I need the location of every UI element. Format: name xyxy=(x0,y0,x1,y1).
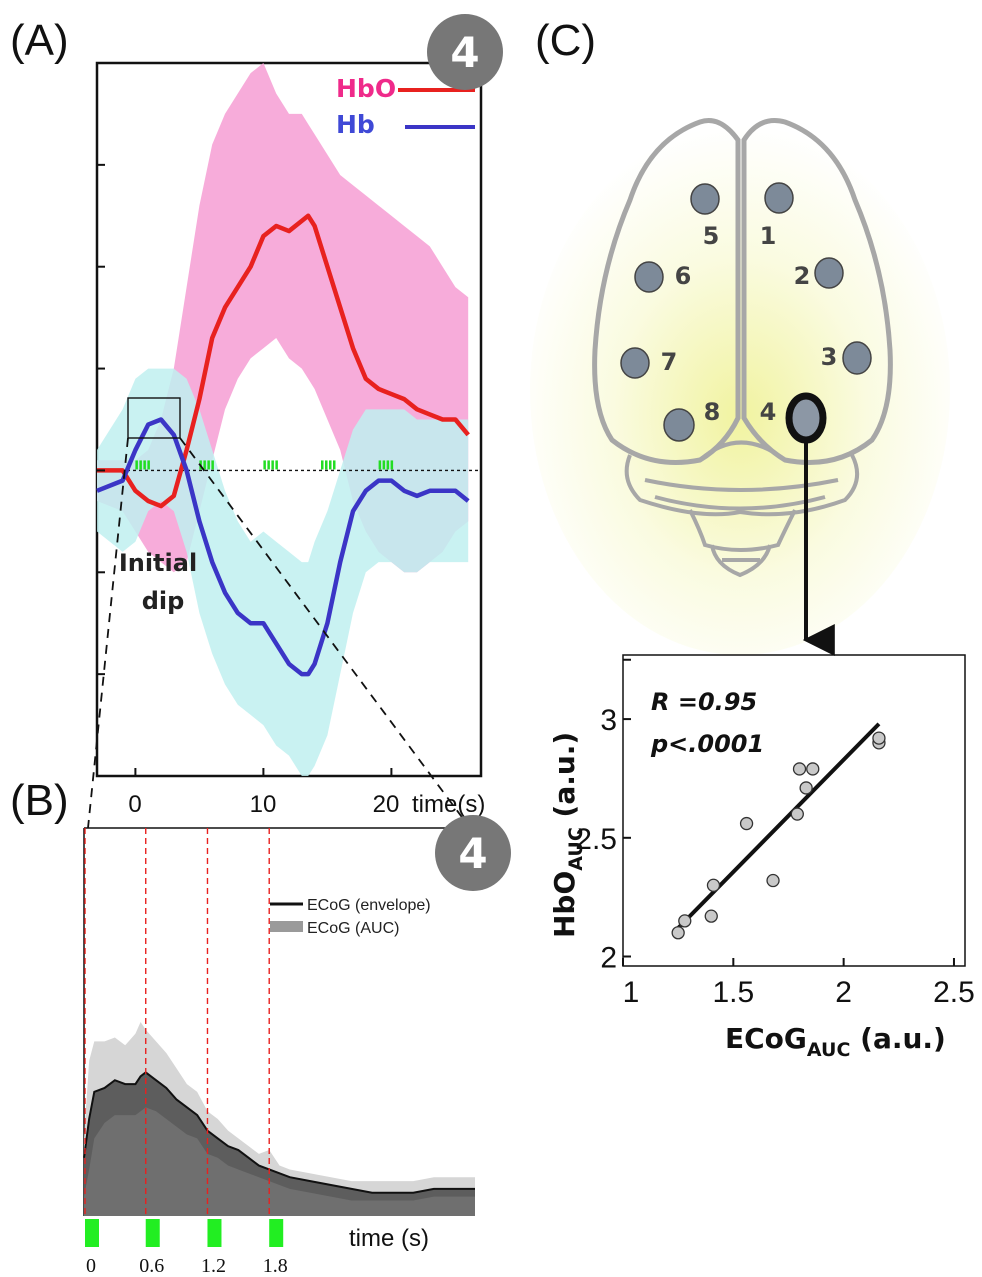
electrode-7 xyxy=(621,348,649,378)
scatter-point-6 xyxy=(791,808,803,820)
b-xtick-1: 0.6 xyxy=(139,1255,164,1277)
b-stim-block-0 xyxy=(85,1219,99,1247)
b-stim-block-1 xyxy=(146,1219,160,1247)
b-stim-block-2 xyxy=(207,1219,221,1247)
annotation-dip: dip xyxy=(142,587,185,615)
c-ylabel-unit: (a.u.) xyxy=(548,732,581,827)
panel-a-label: (A) xyxy=(10,16,69,65)
panel-c-chart: 1 1.5 2 2.522.53 R =0.95 p<.0001 ECoGAUC (a… xyxy=(548,655,975,1061)
region-3: 3 xyxy=(821,343,838,371)
electrode-1 xyxy=(765,183,793,213)
electrode-6 xyxy=(635,262,663,292)
region-8: 8 xyxy=(704,398,721,426)
scatter-point-11 xyxy=(873,732,885,744)
badge-b-text: 4 xyxy=(458,829,487,878)
b-stim-block-3 xyxy=(269,1219,283,1247)
region-5: 5 xyxy=(703,222,720,250)
c-ylabel: HbOAUC (a.u.) xyxy=(548,732,587,938)
electrode-4-highlighted xyxy=(789,396,823,440)
region-6: 6 xyxy=(675,262,692,290)
legend-auc-label: ECoG (AUC) xyxy=(307,920,399,937)
region-2: 2 xyxy=(794,262,811,290)
c-xtick-1: 1.5 xyxy=(712,976,754,1009)
legend-hb-label: Hb xyxy=(336,110,375,139)
scatter-point-7 xyxy=(794,763,806,775)
badge-a: 4 xyxy=(427,14,503,90)
b-xlabel: time (s) xyxy=(349,1225,429,1252)
a-stim-2 xyxy=(263,460,278,469)
a-xtick-0: 0 xyxy=(128,791,141,818)
panel-b-label: (B) xyxy=(10,776,69,825)
brain-diagram: 5 1 6 2 7 3 8 4 xyxy=(530,120,950,655)
c-ytick-0: 2 xyxy=(600,942,617,975)
region-4: 4 xyxy=(760,398,777,426)
a-xtick-20: 20 xyxy=(373,791,400,818)
c-xlabel: ECoGAUC (a.u.) xyxy=(725,1022,946,1061)
scatter-point-1 xyxy=(679,915,691,927)
electrode-5 xyxy=(691,184,719,214)
annotation-r: R =0.95 xyxy=(651,688,757,716)
electrode-2 xyxy=(815,258,843,288)
legend-envelope-label: ECoG (envelope) xyxy=(307,897,431,914)
a-xtick-10: 10 xyxy=(250,791,277,818)
a-stim-3 xyxy=(321,460,336,469)
badge-a-text: 4 xyxy=(450,28,479,77)
scatter-point-0 xyxy=(672,927,684,939)
c-xlabel-main: ECoG xyxy=(725,1022,807,1055)
panel-c-label: (C) xyxy=(535,16,596,65)
c-xtick-0: 1 xyxy=(623,976,640,1009)
scatter-point-9 xyxy=(807,763,819,775)
legend-auc-swatch xyxy=(270,921,303,932)
region-1: 1 xyxy=(760,222,777,250)
region-7: 7 xyxy=(661,348,678,376)
c-xlabel-unit: (a.u.) xyxy=(850,1022,945,1055)
electrode-8 xyxy=(664,409,694,441)
b-xtick-0: 0 xyxy=(86,1255,96,1277)
c-ytick-2: 3 xyxy=(600,704,617,737)
c-xtick-2: 2 xyxy=(835,976,852,1009)
c-ylabel-sub: AUC xyxy=(565,827,587,871)
electrode-3 xyxy=(843,342,871,374)
scatter-point-5 xyxy=(767,875,779,887)
scatter-point-3 xyxy=(707,879,719,891)
legend-hbo-label: HbO xyxy=(336,74,396,103)
annotation-initial: Initial xyxy=(119,549,197,577)
panel-a-chart: HbO Hb Initial dip 0 10 20 time(s) xyxy=(88,63,485,828)
b-xtick-3: 1.8 xyxy=(263,1255,288,1277)
scatter-point-2 xyxy=(705,910,717,922)
b-xtick-2: 1.2 xyxy=(201,1255,226,1277)
c-xlabel-sub: AUC xyxy=(807,1039,851,1061)
annotation-p: p<.0001 xyxy=(650,730,764,758)
c-xtick-3: 2.5 xyxy=(933,976,975,1009)
panel-b-chart: 0 0.6 1.2 1.8 ECoG (envelope) ECoG (AUC) ti… xyxy=(84,828,475,1277)
a-xlabel: time(s) xyxy=(412,791,485,818)
c-ylabel-main: HbO xyxy=(548,871,581,938)
badge-b: 4 xyxy=(435,815,511,891)
scatter-point-8 xyxy=(800,782,812,794)
scatter-point-4 xyxy=(741,818,753,830)
